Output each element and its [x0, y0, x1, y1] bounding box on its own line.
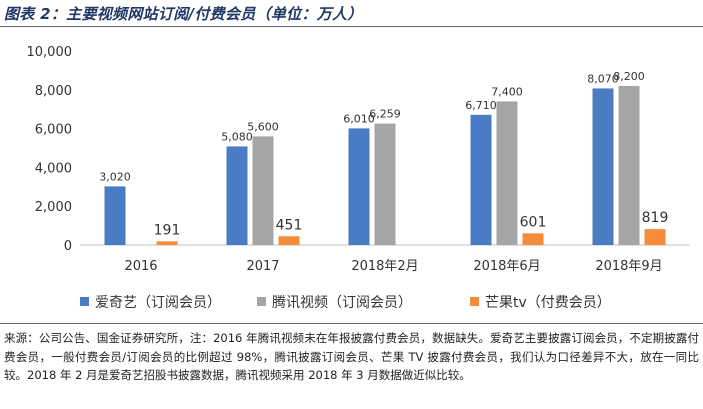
- data-label: 601: [520, 214, 547, 230]
- source-note-text: 来源：公司公告、国金证券研究所，注：2016 年腾讯视频未在年报披露付费会员，数…: [4, 331, 699, 382]
- bar: [226, 146, 248, 245]
- bar: [252, 136, 274, 245]
- legend-swatch-tencent: [257, 297, 266, 306]
- y-tick-label: 4,000: [35, 161, 72, 176]
- chart-title: 图表 2：主要视频网站订阅/付费会员（单位：万人）: [4, 5, 363, 23]
- source-note: 来源：公司公告、国金证券研究所，注：2016 年腾讯视频未在年报披露付费会员，数…: [0, 323, 703, 409]
- data-label: 819: [642, 210, 669, 226]
- legend-item-tencent: 腾讯视频（订阅会员）: [257, 292, 412, 312]
- legend: 爱奇艺（订阅会员） 腾讯视频（订阅会员） 芒果tv（付费会员）: [0, 288, 703, 316]
- data-label: 6,010: [343, 112, 375, 125]
- data-label: 7,400: [491, 85, 523, 98]
- data-label: 451: [276, 217, 303, 233]
- bar: [618, 85, 640, 245]
- y-tick-label: 8,000: [35, 84, 72, 99]
- data-label: 6,710: [465, 99, 497, 112]
- data-label: 8,070: [587, 72, 619, 85]
- x-tick-label: 2018年2月: [351, 259, 418, 274]
- data-label: 191: [154, 222, 181, 238]
- bar: [496, 101, 518, 245]
- data-label: 6,259: [369, 108, 401, 121]
- data-label: 5,080: [221, 130, 253, 143]
- bar: [644, 229, 666, 245]
- y-tick-label: 10,000: [27, 45, 73, 60]
- title-bar: 图表 2：主要视频网站订阅/付费会员（单位：万人）: [0, 0, 703, 27]
- legend-item-iqiyi: 爱奇艺（订阅会员）: [80, 292, 221, 312]
- x-tick-label: 2017: [246, 259, 279, 274]
- legend-item-mango: 芒果tv（付费会员）: [470, 292, 611, 312]
- bar: [348, 128, 370, 245]
- bar: [104, 186, 126, 245]
- legend-swatch-mango: [470, 297, 479, 306]
- y-tick-label: 0: [64, 239, 72, 254]
- bar: [156, 241, 178, 245]
- bar: [592, 88, 614, 245]
- legend-swatch-iqiyi: [80, 297, 89, 306]
- bar-chart: 0 2,000 4,000 6,000 8,000 10,000 2016 3,020 191 2…: [27, 45, 690, 274]
- x-tick-label: 2018年6月: [473, 259, 540, 274]
- y-tick-label: 2,000: [35, 200, 72, 215]
- x-tick-label: 2018年9月: [595, 259, 662, 274]
- legend-label-iqiyi: 爱奇艺（订阅会员）: [95, 295, 221, 311]
- bar: [278, 236, 300, 245]
- x-tick-label: 2016: [124, 259, 157, 274]
- y-tick-label: 6,000: [35, 123, 72, 138]
- data-label: 8,200: [613, 70, 645, 83]
- legend-label-mango: 芒果tv（付费会员）: [485, 295, 611, 311]
- legend-label-tencent: 腾讯视频（订阅会员）: [272, 295, 412, 311]
- bar: [374, 123, 396, 245]
- bar: [470, 114, 492, 246]
- data-label: 5,600: [247, 120, 279, 133]
- bar: [522, 233, 544, 245]
- data-label: 3,020: [99, 170, 131, 183]
